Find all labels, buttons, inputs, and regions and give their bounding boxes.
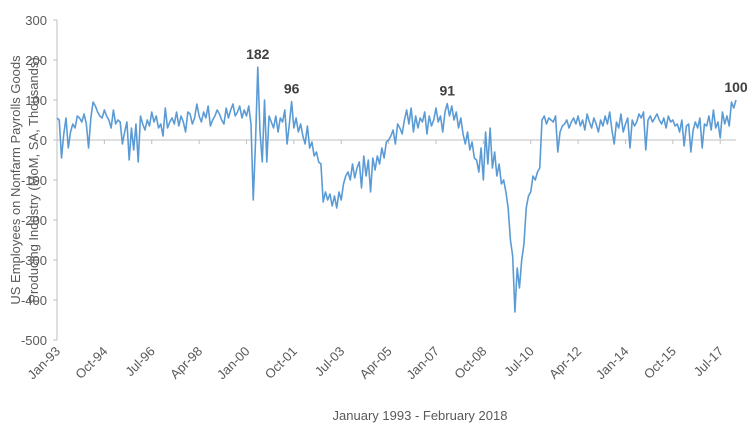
y-tick-label: 0 <box>40 133 47 148</box>
x-tick-label: Apr-05 <box>357 344 395 382</box>
x-tick-label: Jul-10 <box>501 344 537 380</box>
x-tick-label: Oct-01 <box>262 344 300 382</box>
line-series <box>56 66 737 313</box>
x-tick-label: Jan-00 <box>214 344 253 383</box>
x-tick-label: Jul-03 <box>312 344 348 380</box>
x-tick-label: Jan-14 <box>593 344 632 383</box>
y-tick-label: -200 <box>21 213 47 228</box>
x-tick-label: Apr-12 <box>546 344 584 382</box>
x-tick-label: Oct-94 <box>72 344 110 382</box>
data-label: 96 <box>284 81 300 97</box>
data-label: 182 <box>246 46 270 62</box>
x-tick-label: Oct-15 <box>641 344 679 382</box>
y-axis-title: Producing Industry (MoM, SA, Thousands) <box>26 57 41 302</box>
data-label: 91 <box>439 83 455 99</box>
y-tick-label: -500 <box>21 333 47 348</box>
x-tick-label: Jan-93 <box>24 344 63 383</box>
x-tick-label: Jul-17 <box>691 344 727 380</box>
x-tick-label: Jan-07 <box>403 344 442 383</box>
y-tick-label: 300 <box>25 13 47 28</box>
y-axis-title: US Employees on Nonfarm Payrolls Goods <box>8 55 23 305</box>
y-tick-label: 200 <box>25 53 47 68</box>
data-label: 100 <box>724 79 748 95</box>
x-tick-label: Jul-96 <box>122 344 158 380</box>
y-tick-label: -100 <box>21 173 47 188</box>
y-tick-label: 100 <box>25 93 47 108</box>
y-tick-label: -400 <box>21 293 47 308</box>
x-tick-label: Oct-08 <box>451 344 489 382</box>
x-axis-title: January 1993 - February 2018 <box>333 408 508 423</box>
x-tick-label: Apr-98 <box>167 344 205 382</box>
y-tick-label: -300 <box>21 253 47 268</box>
